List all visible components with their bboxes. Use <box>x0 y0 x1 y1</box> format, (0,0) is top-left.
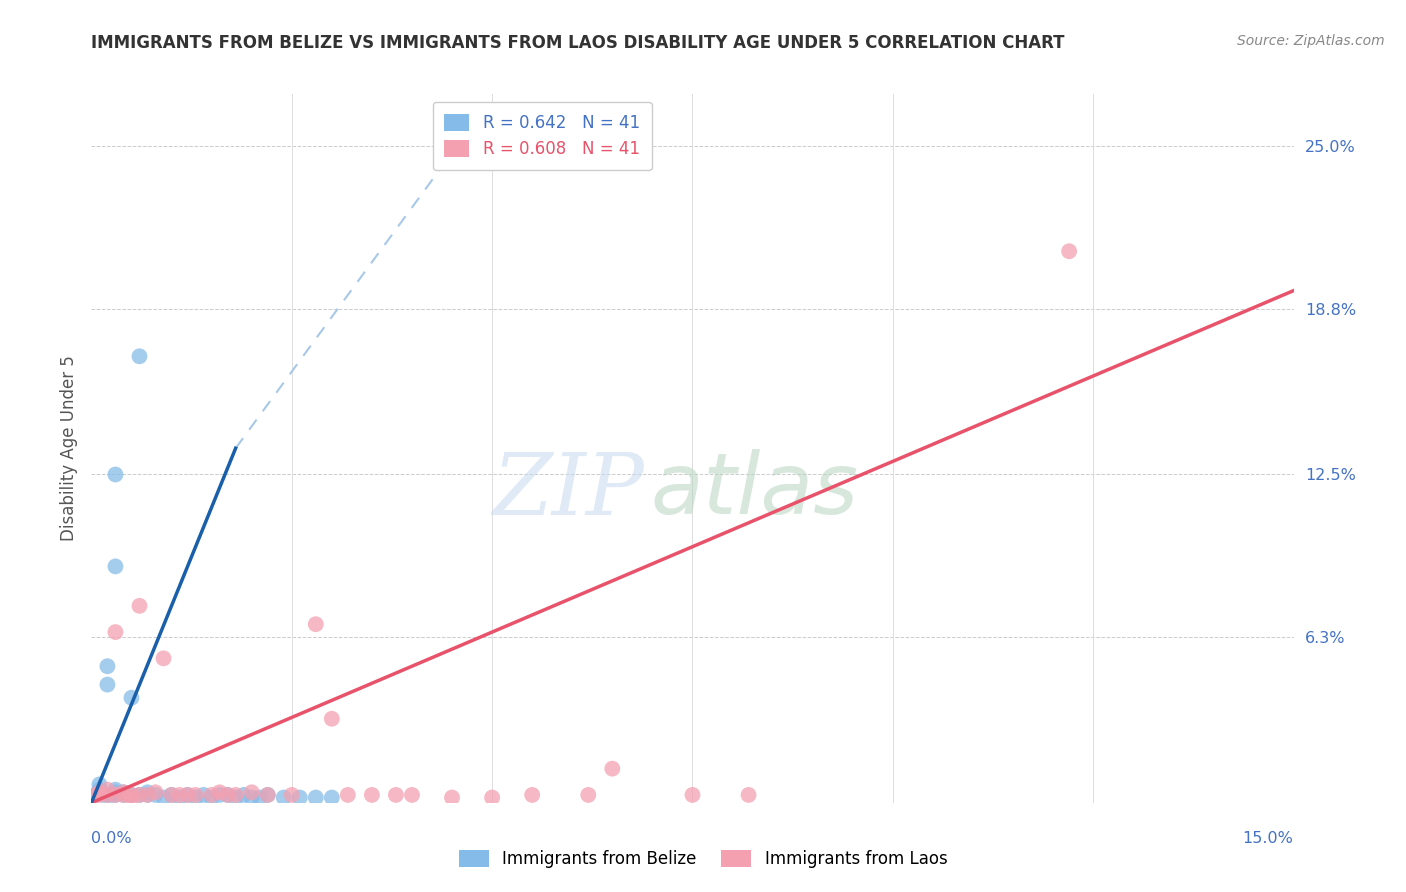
Point <box>104 785 127 799</box>
Point <box>128 788 150 802</box>
Point <box>104 467 127 482</box>
Y-axis label: Disability Age Under 5: Disability Age Under 5 <box>59 355 77 541</box>
Point <box>481 790 503 805</box>
Point <box>128 349 150 363</box>
Text: 15.0%: 15.0% <box>1243 831 1294 847</box>
Point <box>208 788 231 802</box>
Text: atlas: atlas <box>651 450 859 533</box>
Point <box>96 788 118 802</box>
Point <box>602 762 624 776</box>
Point <box>112 785 135 799</box>
Point <box>201 790 224 805</box>
Point <box>1057 244 1080 259</box>
Point <box>176 788 198 802</box>
Point <box>128 788 150 802</box>
Point <box>104 788 127 802</box>
Point <box>184 790 207 805</box>
Point <box>84 788 107 802</box>
Point <box>104 788 127 802</box>
Point <box>121 790 143 805</box>
Point <box>112 788 135 802</box>
Point <box>96 782 118 797</box>
Point <box>360 788 382 802</box>
Point <box>321 712 343 726</box>
Text: 0.0%: 0.0% <box>91 831 132 847</box>
Point <box>201 788 224 802</box>
Legend: R = 0.642   N = 41, R = 0.608   N = 41: R = 0.642 N = 41, R = 0.608 N = 41 <box>433 102 651 170</box>
Point <box>89 785 111 799</box>
Point <box>336 788 359 802</box>
Point <box>440 790 463 805</box>
Point <box>256 788 278 802</box>
Point <box>96 678 118 692</box>
Point <box>176 788 198 802</box>
Point <box>89 788 111 802</box>
Point <box>225 790 247 805</box>
Point <box>321 790 343 805</box>
Point <box>305 790 328 805</box>
Point <box>89 785 111 799</box>
Point <box>152 651 174 665</box>
Point <box>737 788 759 802</box>
Point <box>112 785 135 799</box>
Legend: Immigrants from Belize, Immigrants from Laos: Immigrants from Belize, Immigrants from … <box>451 843 955 875</box>
Point <box>121 788 143 802</box>
Point <box>121 690 143 705</box>
Point <box>193 788 215 802</box>
Point <box>136 788 159 802</box>
Point <box>96 788 118 802</box>
Point <box>136 788 159 802</box>
Point <box>240 785 263 799</box>
Point <box>104 782 127 797</box>
Point <box>89 777 111 791</box>
Point <box>273 790 295 805</box>
Point <box>84 788 107 802</box>
Point <box>522 788 544 802</box>
Point <box>217 788 239 802</box>
Point <box>128 599 150 613</box>
Point <box>232 788 254 802</box>
Text: IMMIGRANTS FROM BELIZE VS IMMIGRANTS FROM LAOS DISABILITY AGE UNDER 5 CORRELATIO: IMMIGRANTS FROM BELIZE VS IMMIGRANTS FRO… <box>91 34 1064 52</box>
Point <box>208 785 231 799</box>
Point <box>256 788 278 802</box>
Point <box>681 788 703 802</box>
Point <box>169 788 191 802</box>
Point <box>145 788 167 802</box>
Point <box>93 788 115 802</box>
Point <box>112 788 135 802</box>
Point <box>121 788 143 802</box>
Point <box>217 788 239 802</box>
Point <box>104 625 127 640</box>
Point <box>145 785 167 799</box>
Text: ZIP: ZIP <box>492 450 644 533</box>
Point <box>225 788 247 802</box>
Text: Source: ZipAtlas.com: Source: ZipAtlas.com <box>1237 34 1385 48</box>
Point <box>401 788 423 802</box>
Point <box>240 790 263 805</box>
Point <box>305 617 328 632</box>
Point <box>576 788 599 802</box>
Point <box>184 788 207 802</box>
Point <box>136 785 159 799</box>
Point <box>169 790 191 805</box>
Point <box>160 788 183 802</box>
Point <box>100 788 122 802</box>
Point <box>89 782 111 797</box>
Point <box>288 790 311 805</box>
Point <box>249 790 271 805</box>
Point <box>96 659 118 673</box>
Point <box>385 788 408 802</box>
Point <box>281 788 304 802</box>
Point <box>152 790 174 805</box>
Point <box>104 559 127 574</box>
Point <box>160 788 183 802</box>
